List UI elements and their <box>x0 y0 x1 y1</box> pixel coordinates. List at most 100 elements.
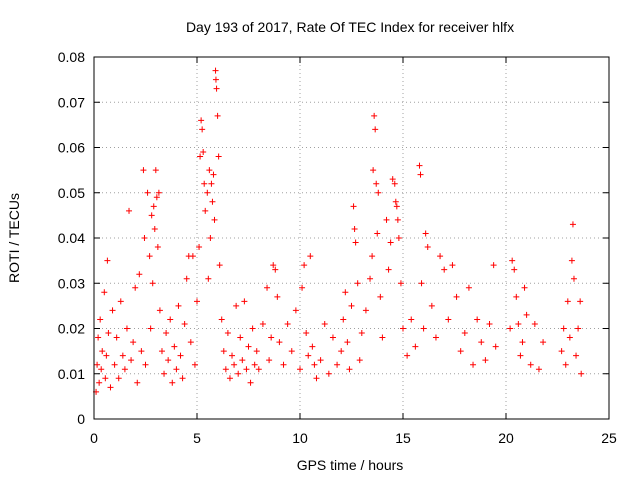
y-axis-label: ROTI / TECUs <box>6 193 22 283</box>
data-point <box>207 235 214 241</box>
data-point <box>165 357 172 364</box>
data-point <box>389 176 396 183</box>
data-point <box>141 235 148 241</box>
data-point <box>201 180 208 187</box>
data-point <box>104 257 111 264</box>
data-point <box>215 153 222 160</box>
data-point <box>226 375 233 382</box>
data-point <box>523 311 530 318</box>
x-tick-label: 0 <box>90 430 98 446</box>
data-point <box>288 348 295 355</box>
data-point <box>519 339 526 346</box>
data-point <box>179 375 186 382</box>
data-point <box>189 253 196 260</box>
x-tick-label: 25 <box>601 430 617 446</box>
data-point <box>511 266 518 273</box>
data-point <box>130 339 137 346</box>
data-point <box>490 262 497 269</box>
data-point <box>453 293 460 300</box>
data-point <box>374 230 381 237</box>
data-point <box>103 352 110 359</box>
data-point <box>575 325 582 332</box>
data-point <box>397 280 404 287</box>
data-point <box>229 352 236 359</box>
x-tick-label: 5 <box>193 430 201 446</box>
data-point <box>509 257 516 264</box>
data-point <box>486 320 493 327</box>
data-point <box>209 198 216 205</box>
data-point <box>356 357 363 364</box>
data-point <box>204 189 211 196</box>
data-point <box>418 280 425 287</box>
data-point <box>474 316 481 323</box>
data-point <box>97 316 104 323</box>
data-point <box>272 266 279 273</box>
chart-title: Day 193 of 2017, Rate Of TEC Index for r… <box>186 19 514 35</box>
data-point <box>255 366 262 373</box>
data-point <box>292 307 299 314</box>
data-point <box>163 330 170 337</box>
data-point <box>220 348 227 355</box>
data-point <box>266 357 273 364</box>
data-point <box>348 302 355 309</box>
data-point <box>274 293 281 300</box>
data-point <box>531 320 538 327</box>
data-point <box>362 307 369 314</box>
data-point <box>305 352 312 359</box>
data-point <box>206 167 213 174</box>
data-point <box>136 271 143 278</box>
data-point <box>517 352 524 359</box>
data-point <box>121 366 128 373</box>
data-point <box>560 325 567 332</box>
data-point <box>299 284 306 291</box>
data-point <box>173 366 180 373</box>
data-point <box>568 257 575 264</box>
data-point <box>134 379 141 386</box>
data-point <box>342 289 349 296</box>
y-tick-label: 0.06 <box>58 140 85 156</box>
tick-labels: 0 0.01 0.02 0.03 0.04 0.05 0.06 0.07 0.08 0 5 10 15 2… <box>58 49 617 446</box>
data-point <box>245 343 252 350</box>
data-point <box>132 284 139 291</box>
data-point <box>394 216 401 223</box>
data-point <box>515 320 522 327</box>
data-point <box>153 194 160 201</box>
data-point <box>231 361 238 368</box>
data-point <box>99 348 106 355</box>
data-point <box>94 361 101 368</box>
y-tick-label: 0.03 <box>58 275 85 291</box>
data-point <box>151 225 158 232</box>
data-point <box>214 112 221 119</box>
data-point <box>158 348 165 355</box>
data-point <box>284 320 291 327</box>
x-tick-label: 15 <box>395 430 411 446</box>
data-point <box>297 366 303 373</box>
y-tick-label: 0.07 <box>58 94 85 110</box>
data-point <box>352 239 359 246</box>
data-point <box>303 330 310 337</box>
data-point <box>540 339 547 346</box>
data-point <box>213 85 220 92</box>
data-point <box>237 334 244 341</box>
data-point <box>428 302 435 309</box>
data-point <box>385 266 392 273</box>
data-point <box>95 334 102 341</box>
data-point <box>253 348 260 355</box>
data-point <box>194 298 200 305</box>
data-point <box>470 361 477 368</box>
data-point <box>334 361 341 368</box>
data-point <box>449 262 456 269</box>
data-point <box>96 379 103 386</box>
data-point <box>149 280 156 287</box>
data-point <box>492 343 499 350</box>
data-point <box>249 325 256 332</box>
data-point <box>200 149 207 156</box>
data-point <box>441 266 448 273</box>
data-point <box>107 384 114 391</box>
data-point <box>379 334 386 341</box>
data-point <box>191 361 198 368</box>
data-point <box>478 339 485 346</box>
data-point <box>117 298 124 305</box>
data-point <box>371 112 378 119</box>
data-point <box>218 316 225 323</box>
